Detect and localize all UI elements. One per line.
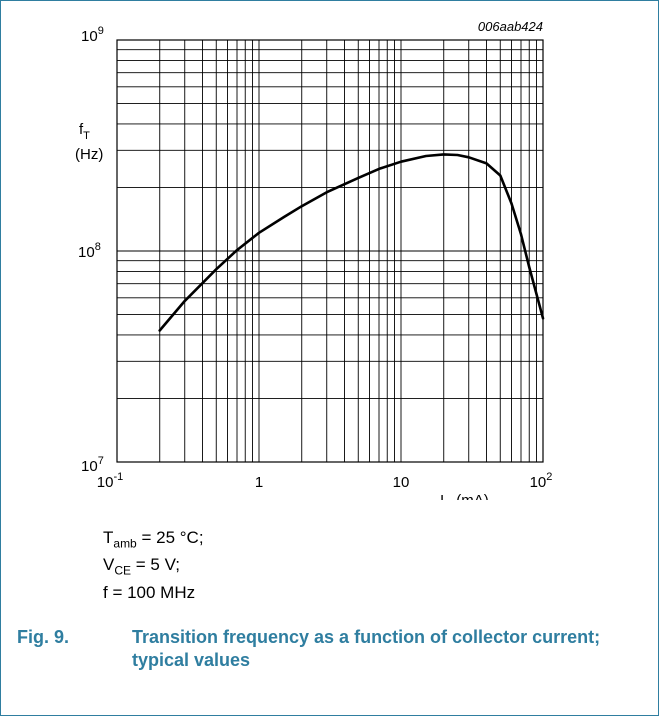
x-tick-label-100: 102 [530,471,553,491]
x-tick-label-1: 1 [255,474,263,491]
condition-tamb: Tamb = 25 °C; [103,528,204,551]
figure-title: Transition frequency as a function of co… [132,627,601,670]
series-line [158,153,545,332]
x-tick-label-10: 10 [393,474,410,491]
y-tick-label-1e8: 108 [78,241,101,261]
condition-frequency: f = 100 MHz [103,582,196,602]
y-tick-label-1e9: 109 [81,25,104,45]
test-conditions: Tamb = 25 °C; VCE = 5 V; f = 100 MHz [103,527,204,604]
chart-grid [116,40,543,463]
y-axis-unit: (Hz) [75,146,103,163]
x-axis-label: IC (mA) [440,492,489,500]
chart: 006aab424 109 108 107 fT (Hz) 10-1 1 10 … [75,19,553,500]
figure-number: Fig. 9. [17,627,70,647]
plot-border [116,39,544,463]
y-tick-label-1e7: 107 [81,455,104,475]
condition-vce: VCE = 5 V; [103,555,180,578]
x-tick-label-0.1: 10-1 [97,471,123,491]
chart-code: 006aab424 [478,19,543,34]
y-axis-symbol: fT [79,121,90,142]
